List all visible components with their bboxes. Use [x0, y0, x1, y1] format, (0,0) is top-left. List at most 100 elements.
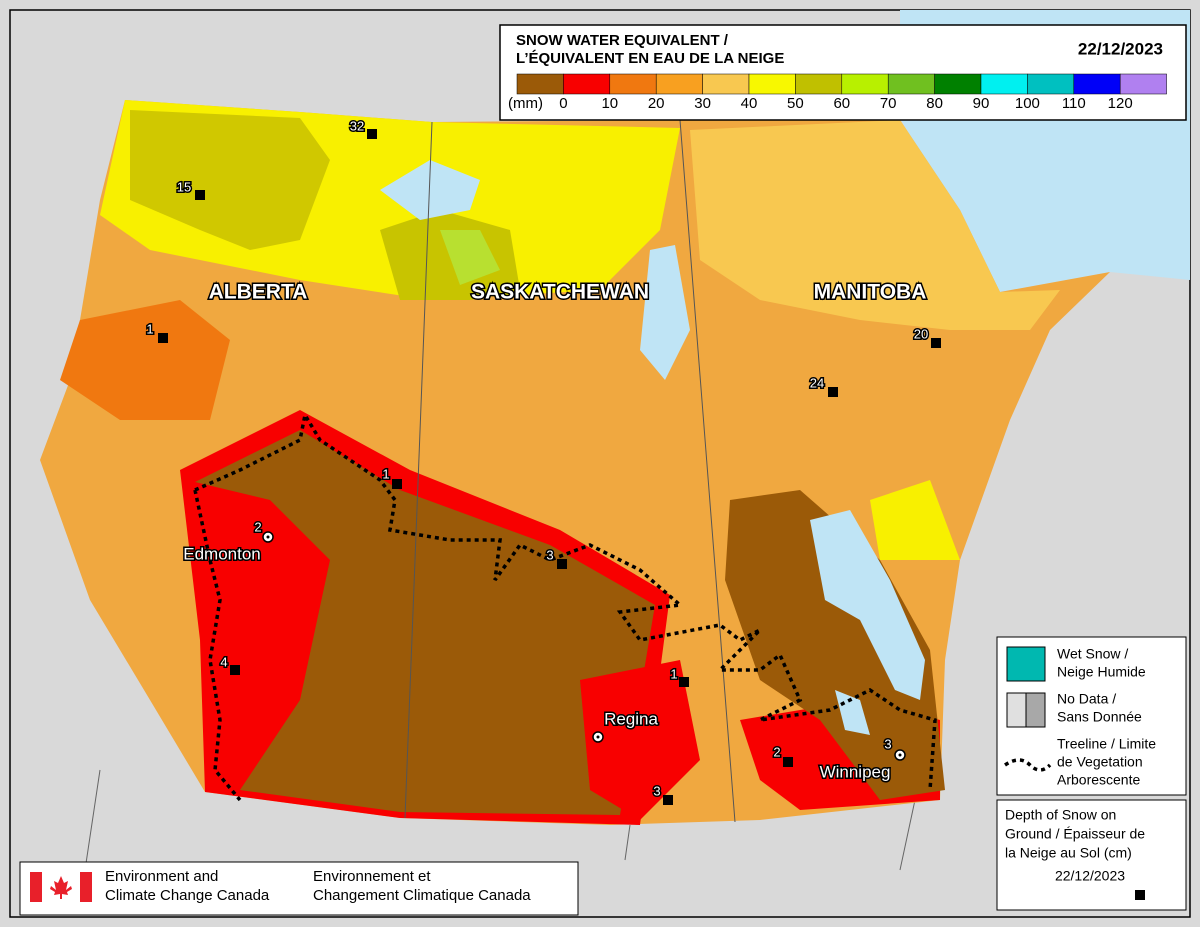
legend-swatch — [609, 73, 657, 95]
station-marker — [195, 190, 205, 200]
legend-swatch — [980, 73, 1028, 95]
city-marker-dot — [898, 753, 902, 757]
legend-swatch — [1027, 73, 1075, 95]
legend-date: 22/12/2023 — [1078, 39, 1163, 58]
legend-tick: 110 — [1062, 95, 1086, 112]
legend-swatch — [841, 73, 889, 95]
legend-tick: 0 — [559, 95, 567, 112]
station-depth: 3 — [546, 547, 553, 562]
light-orange-zone — [690, 120, 1060, 330]
legend-swatch — [1073, 73, 1121, 95]
province-label: SASKATCHEWAN — [471, 281, 649, 304]
legend-tick: 90 — [973, 95, 990, 112]
station-symbol — [1135, 890, 1145, 900]
station-depth: 1 — [670, 666, 677, 681]
legend-title: SNOW WATER EQUIVALENT / — [516, 32, 729, 49]
key-label: No Data / — [1057, 691, 1116, 707]
depth-label: Depth of Snow on — [1005, 807, 1116, 823]
station-marker — [679, 677, 689, 687]
depth-label: Ground / Épaisseur de — [1005, 826, 1145, 842]
key-label: Wet Snow / — [1057, 646, 1128, 662]
footer: Environment and Climate Change Canada En… — [19, 861, 579, 916]
legend-swatch — [934, 73, 982, 95]
legend-tick: 80 — [926, 95, 943, 112]
legend-swatch — [748, 73, 796, 95]
station-depth: 2 — [254, 519, 261, 534]
olive-zone — [130, 110, 330, 250]
org-name: Changement Climatique Canada — [313, 887, 531, 904]
orange-zone — [60, 300, 230, 420]
legend-unit: (mm) — [508, 95, 543, 112]
depth-date: 22/12/2023 — [1055, 868, 1125, 884]
legend-swatch — [795, 73, 843, 95]
yellow-zone — [870, 480, 960, 560]
city-label: Winnipeg — [820, 762, 891, 781]
flag-bar — [80, 872, 92, 902]
legend-tick: 60 — [833, 95, 850, 112]
frame — [9, 9, 1191, 918]
key: Wet Snow / Neige Humide No Data / Sans D… — [996, 636, 1187, 911]
province-borders — [404, 119, 736, 823]
key-label: Arborescente — [1057, 772, 1140, 788]
green-zone — [440, 230, 500, 285]
legend-tick: 100 — [1015, 95, 1040, 112]
legend-swatch — [563, 73, 611, 95]
flag-bar — [30, 872, 42, 902]
legend-tick: 20 — [648, 95, 665, 112]
station-marker — [663, 795, 673, 805]
legend-swatch — [702, 73, 750, 95]
brown-zone — [195, 430, 655, 815]
map-labels: ALBERTA SASKATCHEWAN MANITOBA Edmonton Regin… — [145, 117, 941, 805]
legend-tick: 50 — [787, 95, 804, 112]
station-depth: 32 — [350, 118, 364, 133]
legend-swatch — [1119, 73, 1167, 95]
legend-title: L’ÉQUIVALENT EN EAU DE LA NEIGE — [516, 50, 784, 67]
legend-box — [499, 24, 1187, 121]
legend-swatch — [655, 73, 703, 95]
wet-snow-swatch — [1006, 646, 1046, 682]
org-name: Environnement et — [313, 868, 431, 885]
legend-tick: 30 — [694, 95, 711, 112]
red-zone — [580, 660, 700, 820]
key-label: de Vegetation — [1057, 754, 1143, 770]
legend: SNOW WATER EQUIVALENT / L’ÉQUIVALENT EN … — [499, 24, 1187, 121]
legend-tick: 70 — [880, 95, 897, 112]
no-data-swatch — [1006, 692, 1027, 728]
brown-zone — [725, 490, 945, 800]
station-depth: 3 — [653, 783, 660, 798]
legend-tick: 120 — [1108, 95, 1133, 112]
lake-winnipeg — [810, 510, 925, 700]
depth-box — [996, 799, 1187, 911]
city-label: Edmonton — [183, 544, 261, 563]
station-depth: 2 — [773, 744, 780, 759]
org-name: Climate Change Canada — [105, 887, 270, 904]
city-marker-dot — [266, 535, 270, 539]
legend-tick: 40 — [741, 95, 758, 112]
key-label: Treeline / Limite — [1057, 736, 1156, 752]
treeline-symbol — [1004, 758, 1052, 772]
maple-leaf — [50, 876, 72, 899]
lake-athabasca — [380, 160, 480, 220]
depth-label: la Neige au Sol (cm) — [1005, 845, 1132, 861]
station-marker — [557, 559, 567, 569]
legend-swatch — [887, 73, 935, 95]
legend-scale: 0 10 20 30 40 50 60 70 80 90 100 110 120 — [516, 73, 1167, 112]
station-marker — [931, 338, 941, 348]
station-marker — [367, 129, 377, 139]
city-marker-dot — [596, 735, 600, 739]
no-data-swatch — [1025, 692, 1046, 728]
province-label: ALBERTA — [209, 281, 308, 304]
station-marker — [158, 333, 168, 343]
legend-swatch — [516, 73, 564, 95]
footer-box — [19, 861, 579, 916]
station-depth: 3 — [884, 736, 891, 751]
station-marker — [230, 665, 240, 675]
station-depth: 1 — [146, 321, 153, 336]
station-depth: 15 — [177, 179, 191, 194]
station-depth: 20 — [914, 326, 928, 341]
station-marker — [828, 387, 838, 397]
station-depth: 4 — [220, 654, 227, 669]
org-name: Environment and — [105, 868, 218, 885]
